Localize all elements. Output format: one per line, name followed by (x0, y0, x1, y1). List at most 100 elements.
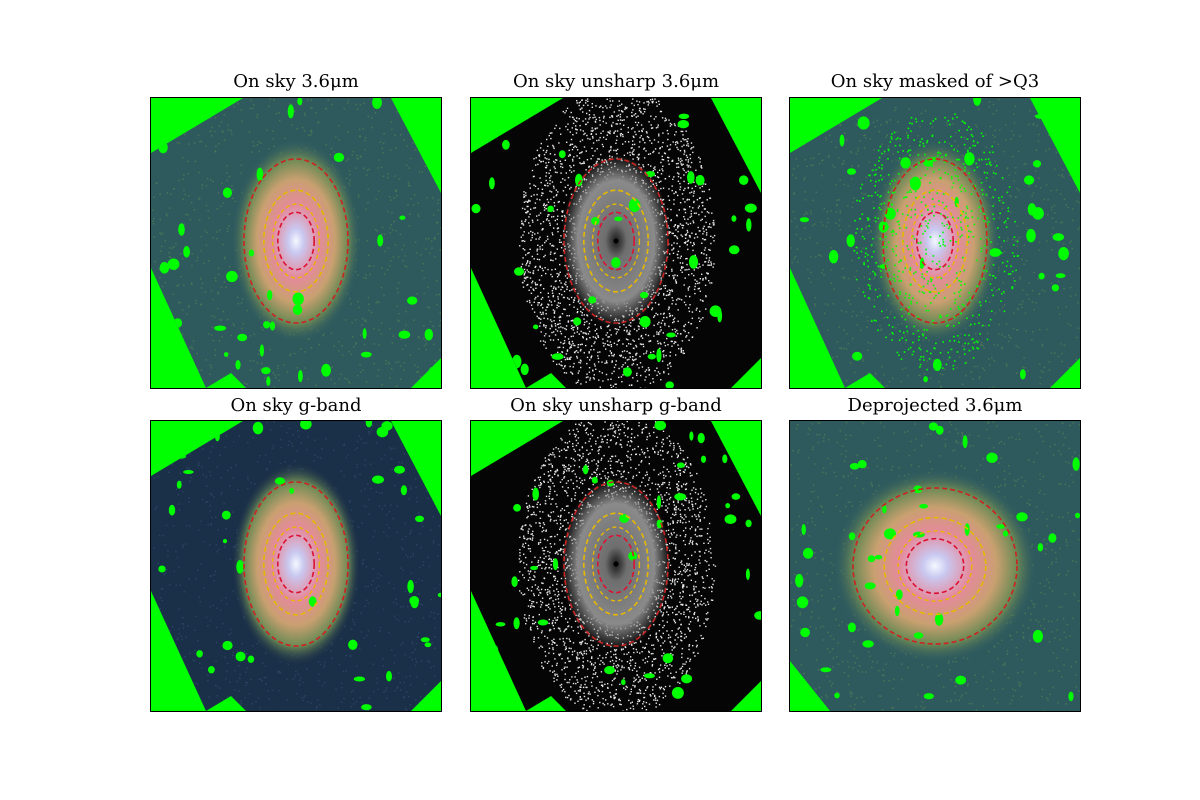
galaxy-image-panel (470, 420, 762, 712)
masked-star (266, 376, 271, 387)
galaxy-image (790, 98, 1080, 388)
masked-star (647, 353, 656, 360)
galaxy-image-panel (150, 420, 442, 712)
masked-star (424, 642, 432, 648)
masked-star (348, 639, 358, 650)
masked-star (495, 622, 506, 627)
masked-star (274, 477, 286, 485)
masked-star (728, 245, 740, 255)
masked-star (222, 640, 233, 651)
masked-star (849, 98, 860, 104)
masked-star (654, 421, 667, 431)
masked-star (386, 670, 392, 682)
masked-star (745, 519, 752, 528)
masked-star (919, 257, 925, 269)
isophote-ellipse (277, 211, 316, 271)
masked-star (800, 627, 810, 638)
masked-star (432, 470, 441, 477)
masked-star (665, 381, 674, 388)
masked-star (533, 324, 539, 330)
masked-star (884, 528, 896, 540)
isophote-ellipse (583, 512, 650, 616)
isophote-ellipse (263, 189, 330, 293)
galaxy-image (151, 421, 441, 711)
masked-star (365, 421, 373, 428)
masked-star (619, 514, 630, 523)
masked-star (353, 676, 366, 682)
masked-star (744, 203, 757, 213)
masked-star (409, 596, 420, 606)
panel-title: Deprojected 3.6μm (847, 395, 1023, 416)
masked-star (678, 113, 690, 119)
masked-star (847, 622, 856, 633)
masked-star (420, 637, 430, 643)
masked-star (471, 203, 481, 214)
masked-star (900, 157, 911, 169)
masked-star (321, 363, 331, 377)
isophote-ellipse (883, 516, 987, 616)
masked-star (513, 504, 521, 512)
masked-star (745, 568, 750, 581)
masked-star (269, 321, 276, 331)
masked-star (739, 175, 749, 185)
masked-star (790, 364, 801, 370)
masked-star (292, 292, 304, 306)
masked-star (640, 291, 649, 299)
masked-star (622, 367, 632, 377)
panel-title: On sky g-band (230, 395, 362, 416)
masked-star (588, 296, 597, 304)
masked-star (170, 659, 178, 666)
masked-star (687, 171, 695, 184)
masked-star (725, 503, 731, 509)
masked-star (700, 455, 707, 463)
masked-star (746, 218, 752, 232)
isophote-ellipse (563, 481, 669, 647)
masked-star (611, 257, 621, 268)
masked-star (168, 504, 176, 516)
masked-star (237, 333, 248, 342)
masked-star (261, 367, 271, 375)
masked-star (176, 480, 182, 489)
masked-star (1026, 228, 1036, 243)
masked-star (955, 675, 967, 685)
masked-star (1032, 207, 1044, 220)
masked-star (415, 515, 424, 522)
masked-star (552, 558, 559, 571)
masked-star (628, 198, 641, 213)
masked-star (656, 519, 663, 529)
masked-star (731, 215, 737, 222)
masked-star (407, 296, 418, 305)
masked-star (689, 431, 694, 441)
masked-star (376, 426, 389, 438)
masked-star (724, 514, 737, 524)
masked-star (511, 576, 518, 588)
masked-star (839, 134, 845, 147)
masked-star (934, 612, 944, 626)
isophote-ellipse (271, 526, 321, 602)
masked-star (167, 258, 180, 270)
masked-star (662, 653, 674, 664)
masked-star (514, 267, 524, 276)
masked-star (717, 309, 723, 323)
masked-star (801, 524, 806, 536)
masked-star (300, 421, 312, 430)
masked-star (964, 152, 975, 166)
masked-star (852, 351, 863, 361)
masked-star (558, 150, 566, 159)
masked-star (183, 246, 190, 258)
masked-star (551, 353, 564, 360)
isophote-ellipse (916, 211, 955, 271)
isophote-ellipse (597, 534, 636, 594)
masked-star (986, 452, 998, 463)
masked-star (178, 223, 185, 236)
masked-star (935, 425, 944, 435)
masked-star (867, 555, 876, 563)
masked-star (407, 579, 414, 594)
masked-star (755, 129, 761, 143)
masked-star (643, 673, 655, 679)
masked-star (400, 485, 407, 496)
masked-star (158, 565, 166, 573)
masked-star (849, 463, 860, 470)
isophote-ellipse (277, 534, 316, 594)
masked-star (846, 234, 855, 248)
